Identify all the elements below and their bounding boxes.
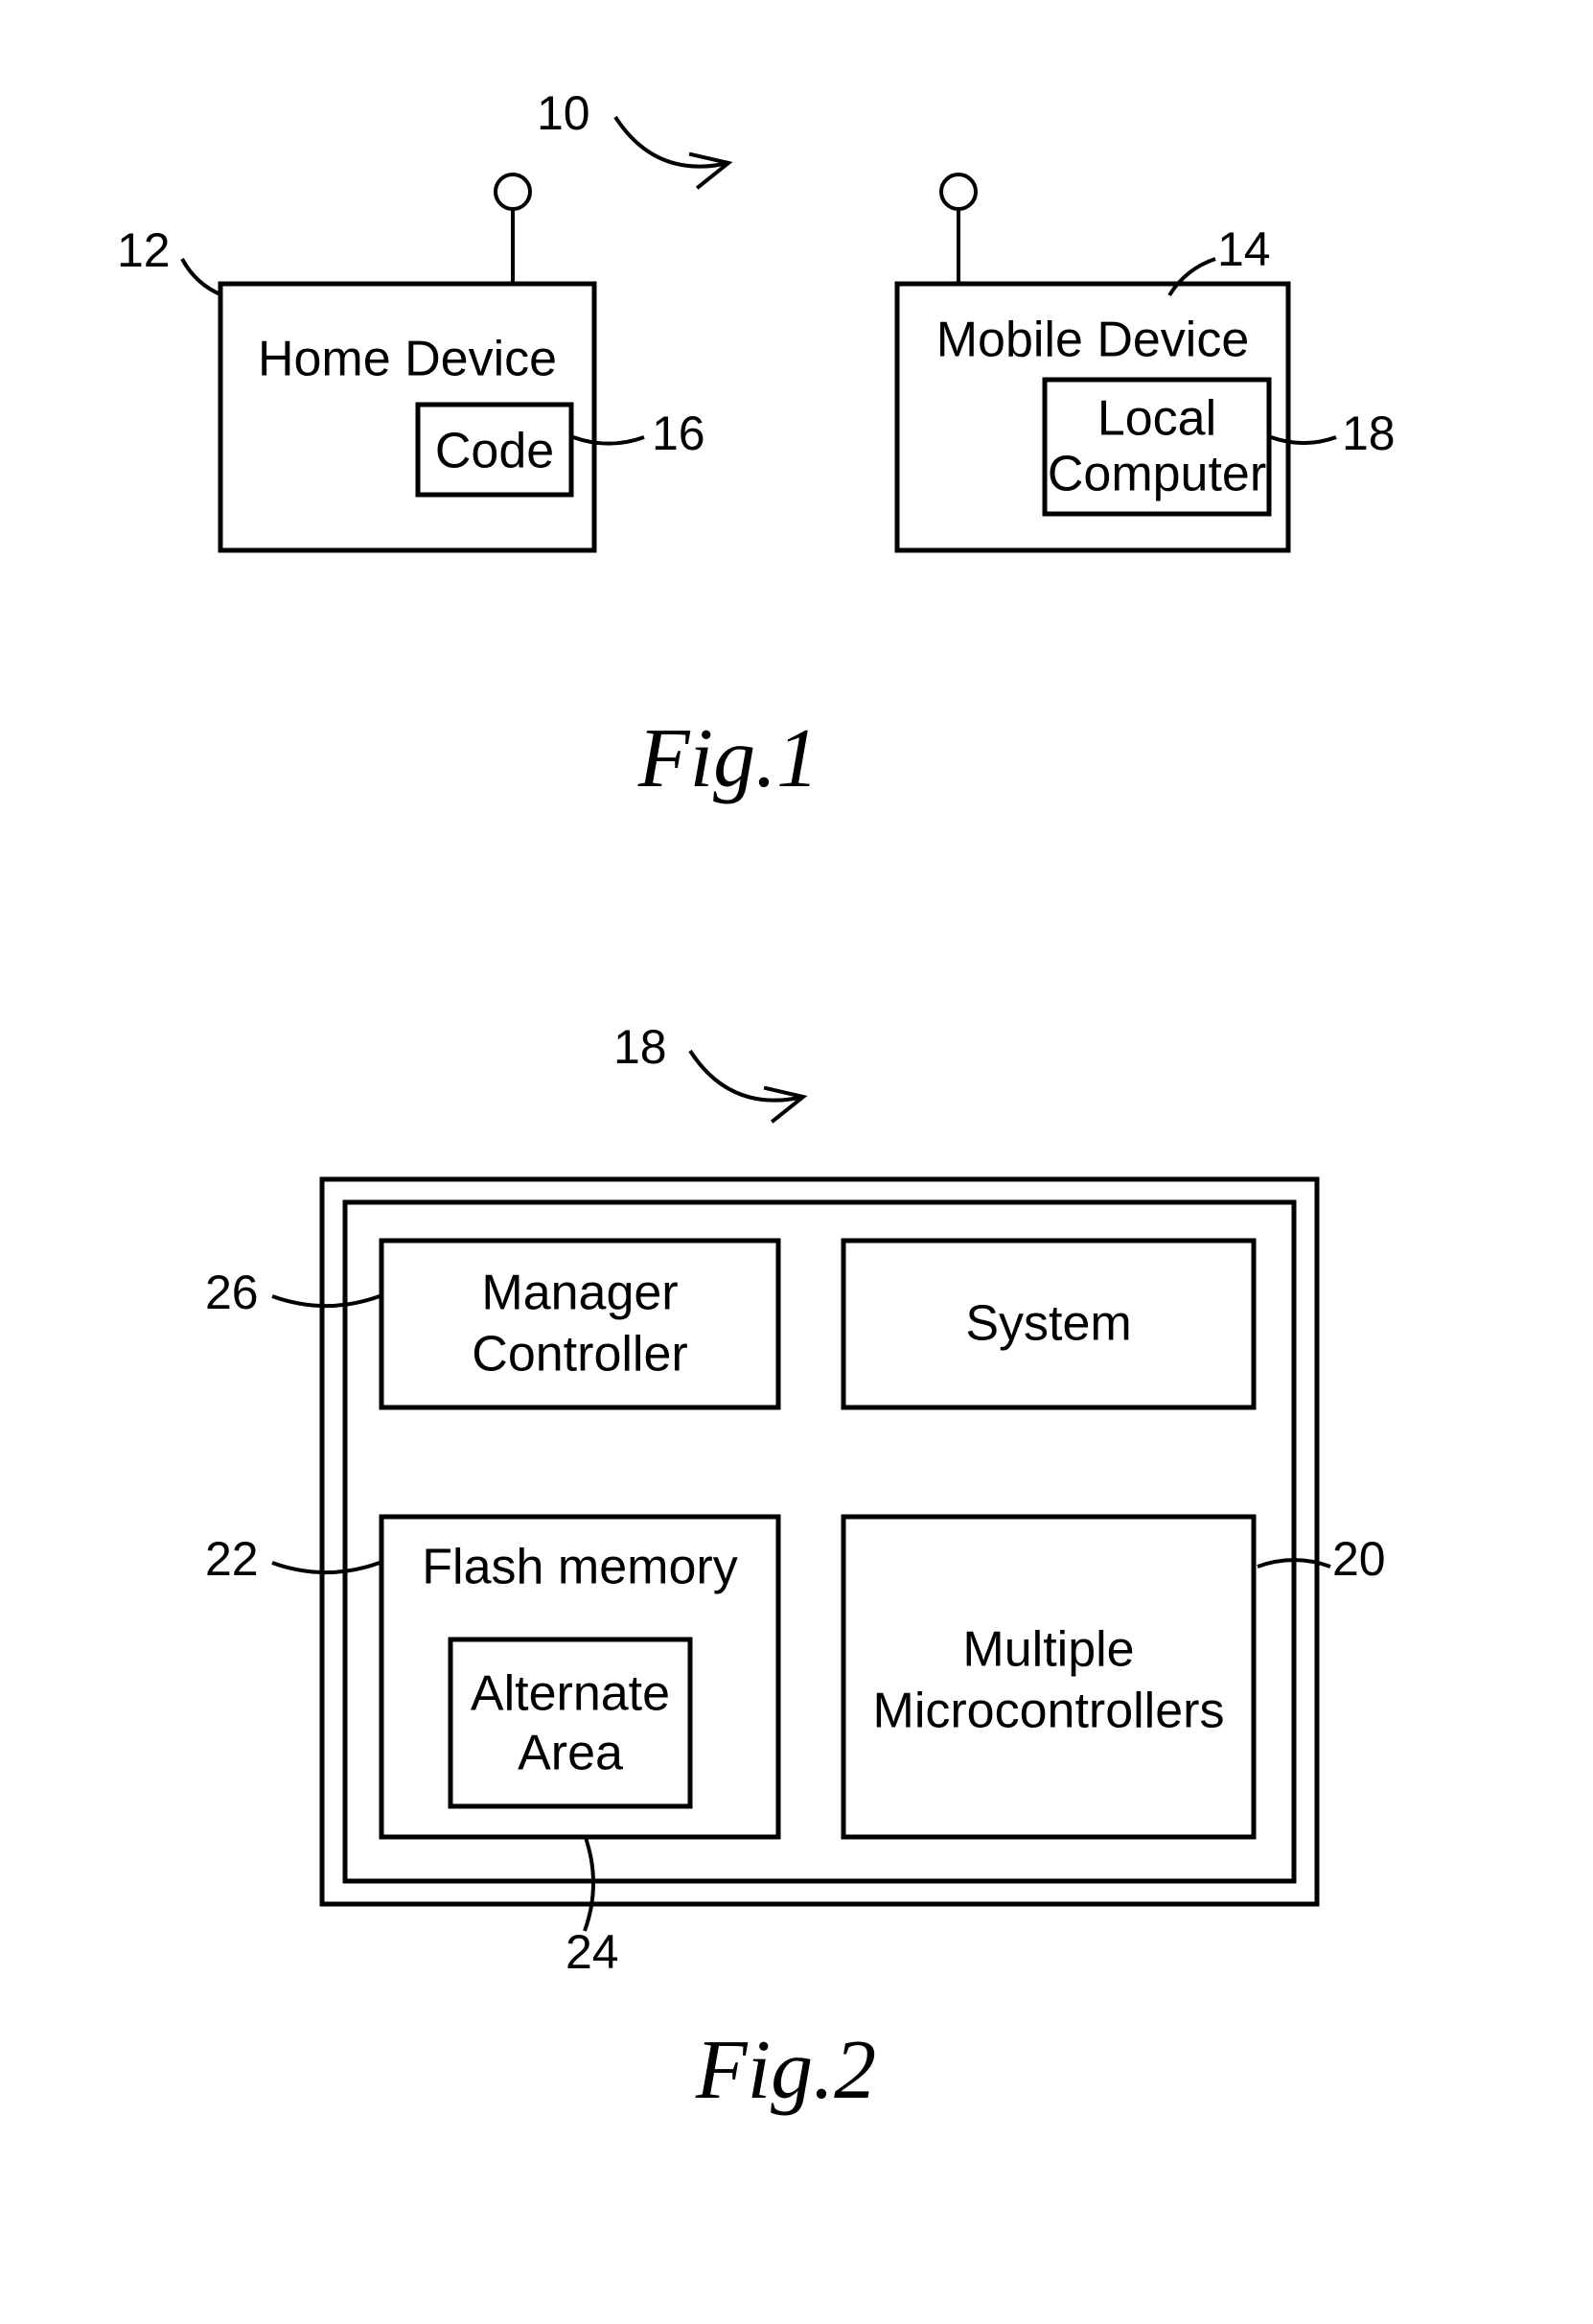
flash-memory-label: Flash memory [422,1540,737,1595]
fig1-caption: Fig.1 [637,712,819,805]
home-device-box [220,284,594,550]
fig1-ref10-arrow-head [689,154,728,189]
code-label: Code [435,424,554,479]
code-ref: 16 [652,407,705,460]
home-device-label: Home Device [258,332,557,387]
manager-controller-ref: 26 [205,1266,259,1319]
fig1-ref-10: 10 [537,86,590,140]
mobile-device-leader [1169,259,1215,295]
home-device-antenna-icon-ball [496,174,530,209]
alternate-area-label-2: Area [518,1726,623,1781]
multiple-microcontrollers-label-1: Multiple [962,1622,1134,1678]
multiple-microcontrollers-label-2: Microcontrollers [873,1684,1225,1739]
manager-controller-label-1: Manager [481,1266,678,1321]
alternate-area-box [450,1639,690,1806]
alternate-area-ref: 24 [566,1925,619,1979]
local-computer-leader [1271,437,1336,443]
multiple-microcontrollers-ref: 20 [1332,1532,1386,1586]
flash-memory-leader [272,1563,380,1572]
fig2-ref18-arrow-head [764,1088,803,1123]
mobile-device-label: Mobile Device [936,313,1250,368]
flash-memory-ref: 22 [205,1532,259,1586]
manager-controller-leader [272,1296,380,1306]
local-computer-ref: 18 [1342,407,1396,460]
fig2-caption: Fig.2 [695,2024,876,2117]
system-label: System [965,1296,1131,1352]
manager-controller-label-2: Controller [472,1327,687,1383]
local-computer-label-2: Computer [1048,447,1266,502]
mobile-device-ref: 14 [1217,222,1271,276]
fig2-ref-18: 18 [613,1020,667,1074]
mobile-device-antenna-icon-ball [941,174,976,209]
local-computer-label-1: Local [1097,391,1216,447]
home-device-leader [182,259,222,295]
home-device-ref: 12 [117,223,171,277]
alternate-area-label-1: Alternate [471,1666,670,1722]
code-leader [573,437,644,444]
